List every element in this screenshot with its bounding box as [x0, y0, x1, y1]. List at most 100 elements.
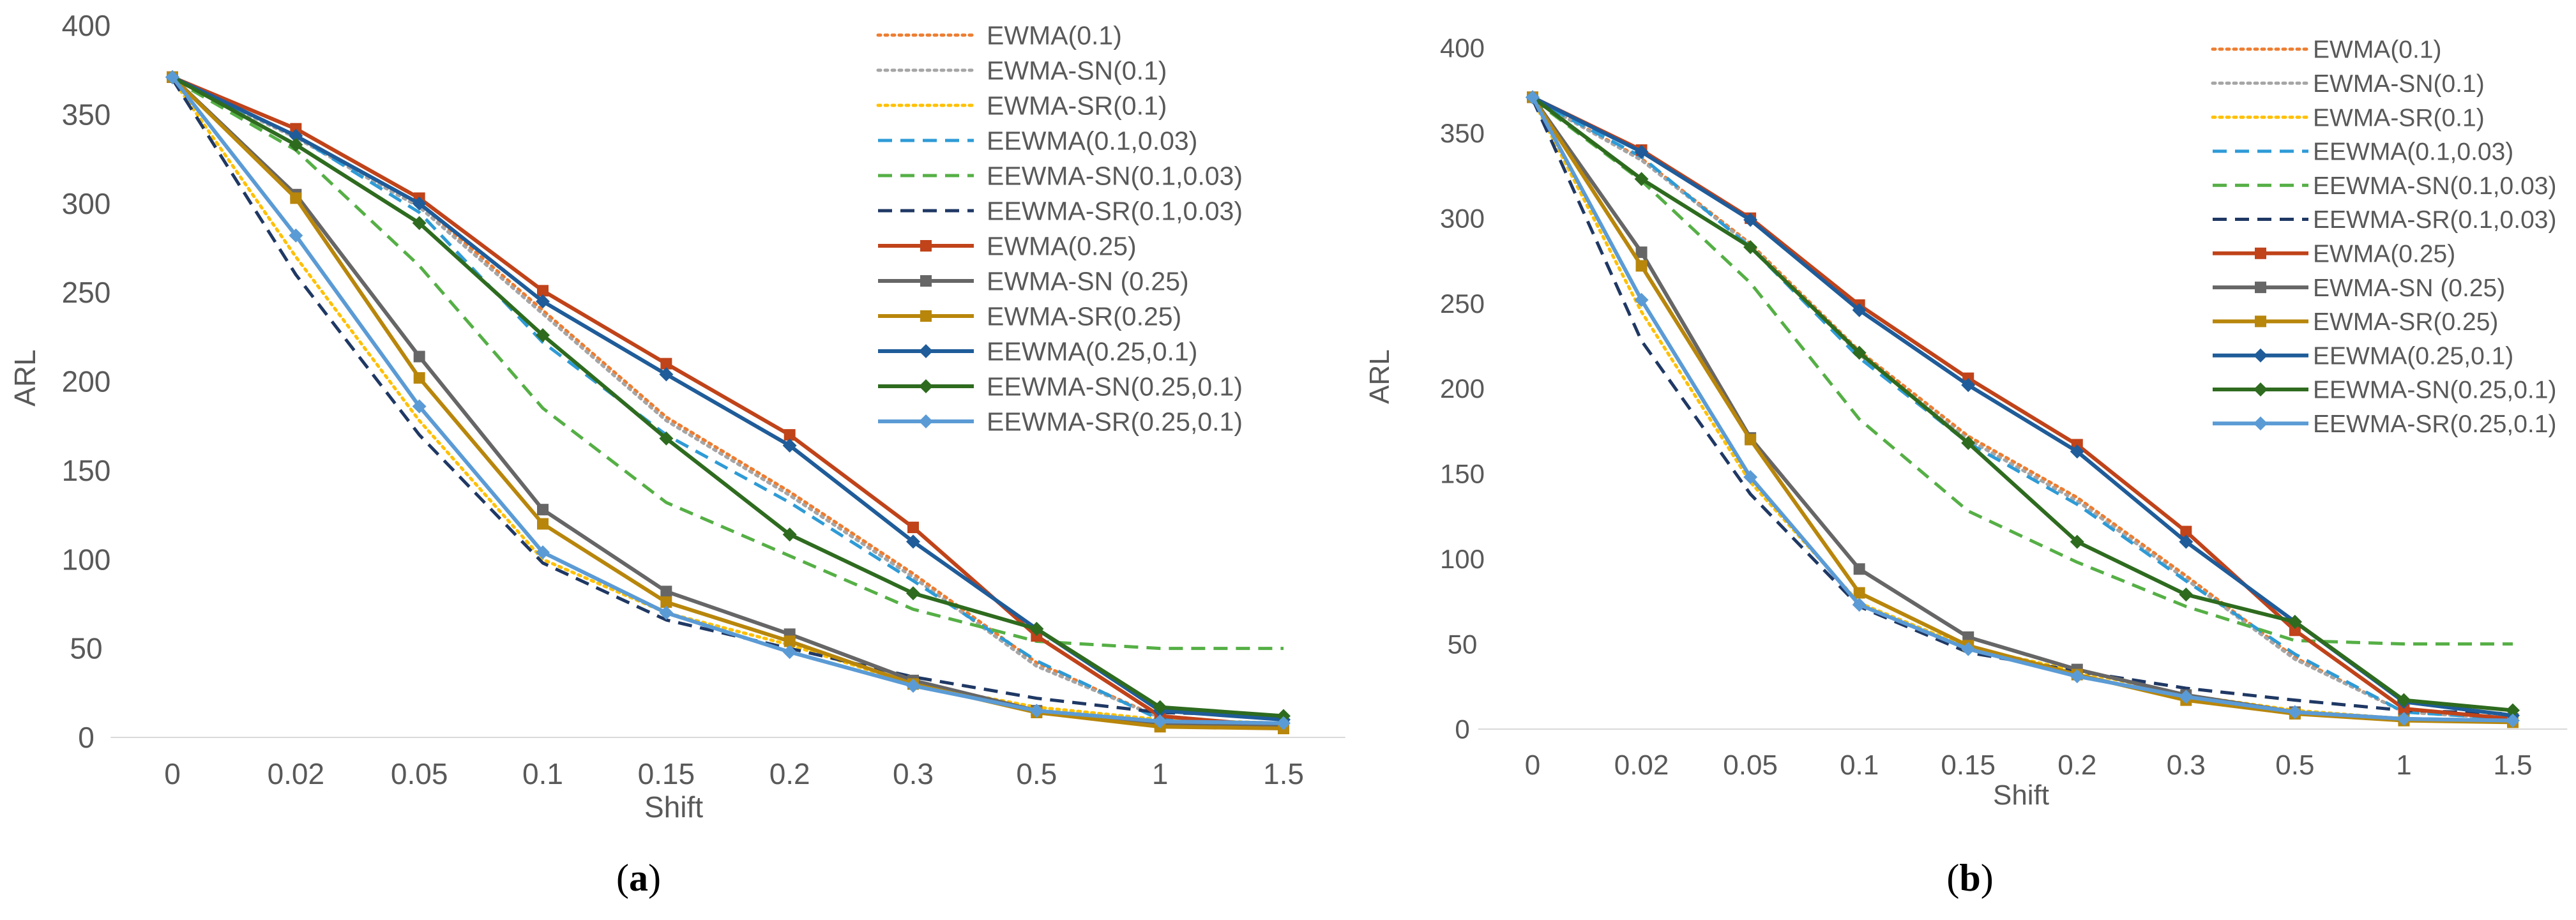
data-point — [290, 192, 302, 204]
data-point — [1029, 621, 1044, 636]
legend-marker — [920, 310, 932, 322]
y-tick-label: 0 — [1455, 714, 1469, 744]
y-tick-label: 50 — [70, 632, 102, 665]
series-line — [171, 75, 1284, 729]
data-point — [659, 431, 674, 446]
data-point — [1635, 260, 1648, 272]
series-line — [170, 75, 1284, 731]
data-point — [907, 522, 919, 534]
legend-label: EEWMA-SN(0.1,0.03) — [2313, 172, 2556, 200]
data-point — [536, 545, 550, 560]
x-tick-label: 0.5 — [2275, 750, 2314, 781]
y-axis-title: ARL — [8, 349, 42, 406]
legend-label: EEWMA-SN(0.25,0.1) — [987, 372, 1243, 401]
data-point — [1743, 470, 1758, 485]
y-tick-label: 200 — [1440, 373, 1485, 403]
y-tick-label: 150 — [62, 454, 111, 487]
data-point — [2070, 534, 2084, 549]
data-point — [782, 527, 797, 542]
y-tick-label: 250 — [1440, 289, 1485, 319]
x-axis-title: Shift — [1993, 780, 2049, 811]
data-point — [1853, 587, 1865, 599]
y-tick-label: 350 — [1440, 118, 1485, 148]
chart-panel-a: 0 50 100 150 200 250 300 350 400 0 0.02 0.05 0.1 0.15… — [8, 9, 1345, 899]
legend-label: EEWMA-SR(0.25,0.1) — [2313, 411, 2556, 438]
data-point — [2506, 713, 2520, 728]
legend-label: EWMA(0.25) — [987, 231, 1137, 260]
data-point — [413, 372, 425, 384]
data-point — [1153, 714, 1167, 728]
data-point — [784, 635, 796, 647]
data-point — [413, 351, 425, 363]
chart-panel-b: 0 50 100 150 200 250 300 350 400 0 0.02 0.05 0.1 0.15… — [1364, 33, 2568, 899]
data-point — [906, 679, 920, 693]
data-point — [537, 285, 549, 297]
data-point — [1852, 598, 1867, 612]
data-point — [1634, 172, 1649, 186]
data-point — [2070, 669, 2084, 684]
data-point — [1743, 240, 1758, 255]
legend-label: EWMA-SR(0.1) — [2313, 104, 2485, 132]
series-3 — [1531, 97, 2513, 721]
x-tick-label: 0.05 — [1723, 750, 1778, 781]
data-point — [906, 586, 920, 601]
legend-label: EWMA-SR(0.25) — [987, 301, 1181, 331]
series-line — [170, 77, 1285, 725]
series-3 — [171, 77, 1284, 727]
legend-marker — [2255, 247, 2266, 259]
x-tick-label: 0.15 — [638, 757, 695, 790]
data-point — [289, 128, 303, 143]
caption-paren-close: ) — [1981, 857, 1994, 899]
data-point — [1634, 144, 1649, 159]
panel-caption: (b) — [1946, 857, 1993, 899]
y-tick-label: 350 — [62, 98, 111, 131]
caption-letter: a — [629, 857, 648, 899]
data-point — [1961, 642, 1976, 656]
data-point — [2179, 587, 2193, 602]
series-line — [170, 75, 1284, 725]
series-line — [171, 77, 1284, 727]
data-point — [1853, 563, 1865, 575]
x-tick-label: 0 — [164, 757, 181, 790]
legend-marker — [920, 240, 932, 252]
x-tick-label: 1.5 — [1263, 757, 1304, 790]
data-point — [1961, 378, 1976, 393]
series-line — [1531, 96, 2513, 723]
x-tick-label: 0.05 — [391, 757, 448, 790]
legend-label: EEWMA(0.1,0.03) — [2313, 139, 2513, 166]
data-point — [782, 438, 797, 453]
series-line — [171, 77, 1284, 651]
legend: EWMA(0.1) EWMA-SN(0.1) EWMA-SR(0.1) EEWMA(0… — [876, 20, 1243, 436]
data-point — [2397, 711, 2411, 726]
panel-caption: (a) — [616, 857, 661, 899]
series-line — [1531, 95, 2513, 713]
legend-marker — [920, 275, 932, 287]
x-tick-label: 1 — [2396, 750, 2411, 781]
data-point — [906, 534, 920, 549]
data-point — [1852, 303, 1867, 317]
data-point — [2179, 690, 2193, 704]
x-tick-label: 0.1 — [522, 757, 563, 790]
data-point — [536, 328, 550, 343]
legend-marker — [2254, 348, 2268, 363]
x-tick-label: 0.5 — [1016, 757, 1057, 790]
legend-label: EEWMA-SR(0.1,0.03) — [2313, 206, 2556, 234]
data-point — [290, 123, 302, 135]
y-tick-label: 300 — [62, 187, 111, 220]
data-point — [1031, 630, 1043, 642]
data-point — [537, 504, 549, 516]
legend-label: EEWMA-SR(0.1,0.03) — [987, 196, 1243, 225]
legend-label: EEWMA-SN(0.1,0.03) — [987, 161, 1243, 190]
x-tick-label: 0.3 — [893, 757, 934, 790]
data-point — [1743, 213, 1758, 227]
data-point — [2180, 525, 2192, 538]
data-point — [165, 70, 179, 84]
y-tick-label: 0 — [78, 721, 95, 754]
caption-letter: b — [1959, 857, 1980, 899]
legend-label: EWMA(0.1) — [987, 20, 1122, 50]
data-point — [660, 358, 672, 370]
caption-paren-open: ( — [616, 857, 629, 899]
legend-marker — [2254, 416, 2268, 431]
series-11 — [165, 70, 1291, 730]
legend-marker — [919, 344, 933, 358]
